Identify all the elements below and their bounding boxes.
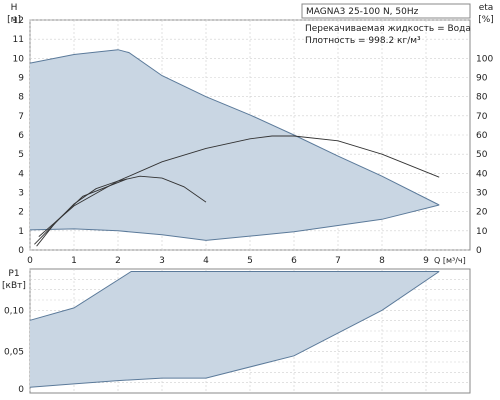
y2-axis-unit: [%] xyxy=(478,15,494,25)
power-range-fill xyxy=(30,271,440,388)
bottom-y-tick-label: 0,05 xyxy=(4,348,24,358)
fluid-note: Перекачиваемая жидкость = Вода xyxy=(305,24,471,34)
top-x-tick-label: 1 xyxy=(71,256,77,266)
top-y2-tick-labels: 0 10 20 30 40 50 60 70 80 90 100 xyxy=(476,54,493,256)
x-axis-label: Q [м³/ч] xyxy=(434,256,466,265)
operating-range-fill xyxy=(30,49,440,241)
bottom-y-tick-label: 0,10 xyxy=(4,306,24,316)
top-x-tick-label: 6 xyxy=(291,256,297,266)
top-x-tick-label: 8 xyxy=(379,256,385,266)
y-axis-label: H xyxy=(11,3,18,13)
operating-range-area xyxy=(30,49,440,241)
top-y-tick-label: 7 xyxy=(18,112,24,122)
top-x-tick-labels: 0 1 2 3 4 5 6 7 8 9 xyxy=(27,256,429,266)
top-y2-tick-label: 100 xyxy=(476,54,493,64)
top-y2-tick-label: 30 xyxy=(476,189,488,199)
top-y2-tick-label: 90 xyxy=(476,74,488,84)
top-y2-tick-label: 80 xyxy=(476,93,488,103)
head-min-line xyxy=(29,204,440,241)
top-y-tick-label: 11 xyxy=(13,35,24,45)
y-axis-unit: [м] xyxy=(7,15,21,25)
bottom-y-tick-labels: 0 0,05 0,10 xyxy=(4,306,24,395)
top-y2-tick-label: 70 xyxy=(476,112,488,122)
top-y2-tick-label: 40 xyxy=(476,169,488,179)
top-y-tick-label: 6 xyxy=(18,131,24,141)
top-y-tick-label: 9 xyxy=(18,74,24,84)
top-x-tick-label: 0 xyxy=(27,256,33,266)
power-panel: 0 0,05 0,10 P1 [кВт] xyxy=(2,268,471,395)
top-x-tick-label: 2 xyxy=(115,256,121,266)
power-axis-unit: [кВт] xyxy=(2,281,26,291)
title-box xyxy=(301,3,471,19)
power-max-line xyxy=(29,271,440,321)
top-y-tick-label: 3 xyxy=(18,189,24,199)
top-y-tick-label: 8 xyxy=(18,93,24,103)
head-max-line xyxy=(29,49,440,206)
density-note: Плотность = 998.2 кг/м³ xyxy=(305,36,421,46)
top-y-tick-label: 4 xyxy=(18,169,24,179)
top-y2-tick-label: 60 xyxy=(476,131,488,141)
top-y2-tick-label: 20 xyxy=(476,208,488,218)
top-y2-tick-label: 50 xyxy=(476,150,488,160)
top-x-tick-label: 9 xyxy=(423,256,429,266)
top-y2-tick-label: 10 xyxy=(476,227,488,237)
y2-axis-label: eta xyxy=(479,3,494,13)
top-y2-tick-label: 0 xyxy=(476,246,482,256)
chart-title: MAGNA3 25-100 N, 50Hz xyxy=(306,7,419,17)
top-curves xyxy=(29,49,440,247)
power-axis-label: P1 xyxy=(8,269,19,279)
top-x-tick-label: 5 xyxy=(247,256,253,266)
top-y-tick-label: 1 xyxy=(18,227,24,237)
efficiency-min-line xyxy=(36,178,127,247)
bottom-y-tick-label: 0 xyxy=(18,385,24,395)
power-range-area xyxy=(30,271,440,388)
top-x-tick-label: 3 xyxy=(159,256,165,266)
top-y-tick-label: 12 xyxy=(13,16,24,26)
top-y-tick-label: 5 xyxy=(18,150,24,160)
top-x-tick-label: 4 xyxy=(203,256,209,266)
top-y-tick-label: 10 xyxy=(13,54,25,64)
top-x-tick-label: 7 xyxy=(335,256,341,266)
power-curves xyxy=(29,271,440,388)
top-y-tick-label: 0 xyxy=(18,246,24,256)
efficiency-max-line xyxy=(38,135,440,237)
power-min-line xyxy=(29,271,440,388)
top-y-tick-label: 2 xyxy=(18,208,24,218)
